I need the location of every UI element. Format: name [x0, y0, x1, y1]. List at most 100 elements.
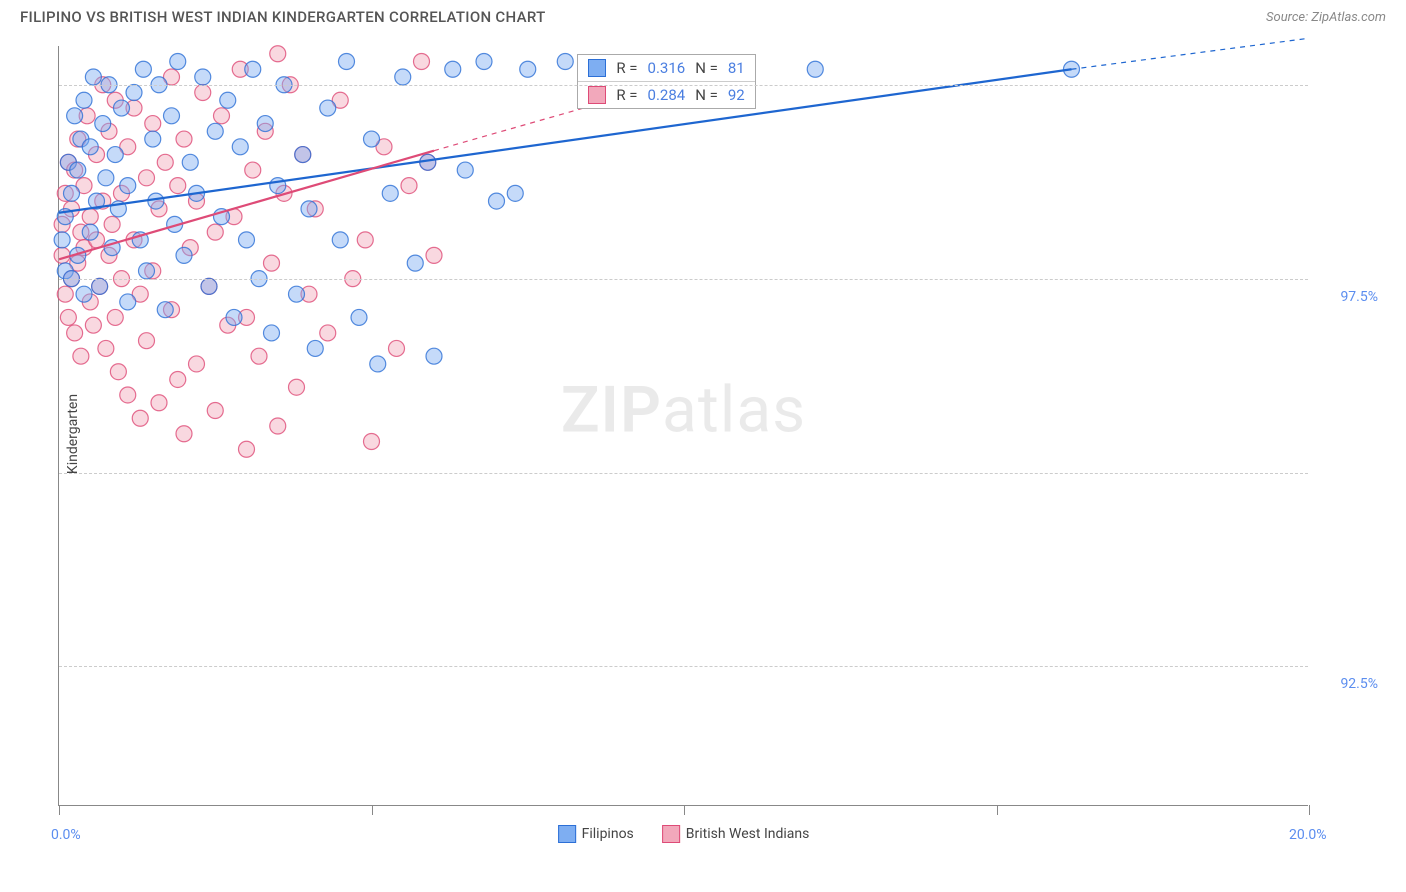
scatter-point-filipinos	[332, 232, 348, 248]
scatter-point-filipinos	[176, 247, 192, 263]
scatter-point-bwi	[170, 178, 186, 194]
scatter-point-bwi	[120, 387, 136, 403]
scatter-point-bwi	[98, 340, 114, 356]
x-tick	[372, 805, 373, 815]
scatter-point-bwi	[107, 309, 123, 325]
scatter-point-filipinos	[426, 348, 442, 364]
scatter-point-bwi	[414, 54, 430, 70]
scatter-point-filipinos	[145, 131, 161, 147]
scatter-point-bwi	[320, 325, 336, 341]
scatter-point-bwi	[110, 364, 126, 380]
scatter-point-filipinos	[264, 325, 280, 341]
swatch-bwi	[588, 86, 606, 104]
scatter-point-filipinos	[239, 232, 255, 248]
scatter-point-filipinos	[226, 309, 242, 325]
scatter-point-bwi	[104, 216, 120, 232]
scatter-point-filipinos	[320, 100, 336, 116]
scatter-point-filipinos	[220, 92, 236, 108]
scatter-point-filipinos	[95, 116, 111, 132]
scatter-point-bwi	[245, 162, 261, 178]
correlation-box: R = 0.316 N = 81 R = 0.284 N = 92	[577, 54, 755, 109]
scatter-point-bwi	[426, 247, 442, 263]
scatter-point-bwi	[289, 379, 305, 395]
scatter-point-filipinos	[164, 108, 180, 124]
scatter-point-filipinos	[120, 294, 136, 310]
correlation-row-bwi: R = 0.284 N = 92	[578, 82, 754, 108]
gridline-h	[59, 666, 1308, 667]
scatter-plot	[59, 46, 1308, 805]
gridline-h	[59, 85, 1308, 86]
scatter-point-bwi	[270, 418, 286, 434]
legend: Filipinos British West Indians	[558, 825, 810, 843]
scatter-point-bwi	[214, 108, 230, 124]
scatter-point-filipinos	[135, 61, 151, 77]
trend-extrapolation-filipinos	[1072, 38, 1310, 69]
n-value-bwi: 92	[728, 86, 745, 104]
chart-area: Kindergarten ZIPatlas R = 0.316 N = 81 R…	[58, 46, 1308, 806]
scatter-point-bwi	[239, 441, 255, 457]
scatter-point-bwi	[139, 333, 155, 349]
title-bar: FILIPINO VS BRITISH WEST INDIAN KINDERGA…	[0, 0, 1406, 30]
scatter-point-filipinos	[507, 185, 523, 201]
scatter-point-bwi	[176, 131, 192, 147]
scatter-point-filipinos	[157, 302, 173, 318]
x-tick-label: 20.0%	[1289, 827, 1327, 843]
scatter-point-filipinos	[351, 309, 367, 325]
scatter-point-filipinos	[445, 61, 461, 77]
scatter-point-filipinos	[207, 123, 223, 139]
scatter-point-bwi	[357, 232, 373, 248]
y-tick-label: 92.5%	[1340, 676, 1378, 692]
x-tick-label: 0.0%	[51, 827, 81, 843]
x-tick	[1309, 805, 1310, 815]
scatter-point-filipinos	[520, 61, 536, 77]
scatter-point-bwi	[264, 255, 280, 271]
scatter-point-filipinos	[245, 61, 261, 77]
scatter-point-bwi	[251, 348, 267, 364]
scatter-point-filipinos	[92, 278, 108, 294]
scatter-point-filipinos	[201, 278, 217, 294]
scatter-point-filipinos	[139, 263, 155, 279]
scatter-point-filipinos	[557, 54, 573, 70]
scatter-point-filipinos	[370, 356, 386, 372]
scatter-point-filipinos	[364, 131, 380, 147]
gridline-h	[59, 279, 1308, 280]
scatter-point-filipinos	[85, 69, 101, 85]
scatter-point-bwi	[389, 340, 405, 356]
scatter-point-filipinos	[98, 170, 114, 186]
source-attribution: Source: ZipAtlas.com	[1266, 10, 1386, 25]
scatter-point-bwi	[54, 247, 70, 263]
scatter-point-filipinos	[289, 286, 305, 302]
scatter-point-bwi	[67, 325, 83, 341]
scatter-point-bwi	[145, 116, 161, 132]
scatter-point-filipinos	[148, 193, 164, 209]
scatter-point-filipinos	[82, 139, 98, 155]
legend-label-bwi: British West Indians	[686, 826, 810, 842]
legend-label-filipinos: Filipinos	[582, 826, 634, 842]
scatter-point-filipinos	[257, 116, 273, 132]
scatter-point-bwi	[401, 178, 417, 194]
scatter-point-bwi	[207, 224, 223, 240]
legend-item-filipinos: Filipinos	[558, 825, 634, 843]
scatter-point-filipinos	[170, 54, 186, 70]
scatter-point-filipinos	[195, 69, 211, 85]
scatter-point-filipinos	[339, 54, 355, 70]
y-tick-label: 97.5%	[1340, 289, 1378, 305]
scatter-point-bwi	[139, 170, 155, 186]
scatter-point-filipinos	[120, 178, 136, 194]
scatter-point-bwi	[189, 356, 205, 372]
r-label: R =	[616, 59, 637, 77]
x-tick	[59, 805, 60, 815]
correlation-row-filipinos: R = 0.316 N = 81	[578, 55, 754, 82]
n-label: N =	[695, 86, 718, 104]
scatter-point-bwi	[195, 85, 211, 101]
swatch-filipinos	[588, 59, 606, 77]
scatter-point-filipinos	[114, 100, 130, 116]
scatter-point-filipinos	[307, 340, 323, 356]
scatter-point-bwi	[132, 410, 148, 426]
scatter-point-filipinos	[126, 85, 142, 101]
scatter-point-filipinos	[295, 147, 311, 163]
r-label: R =	[616, 86, 637, 104]
scatter-point-filipinos	[107, 147, 123, 163]
n-value-filipinos: 81	[728, 59, 745, 77]
swatch-filipinos-legend	[558, 825, 576, 843]
